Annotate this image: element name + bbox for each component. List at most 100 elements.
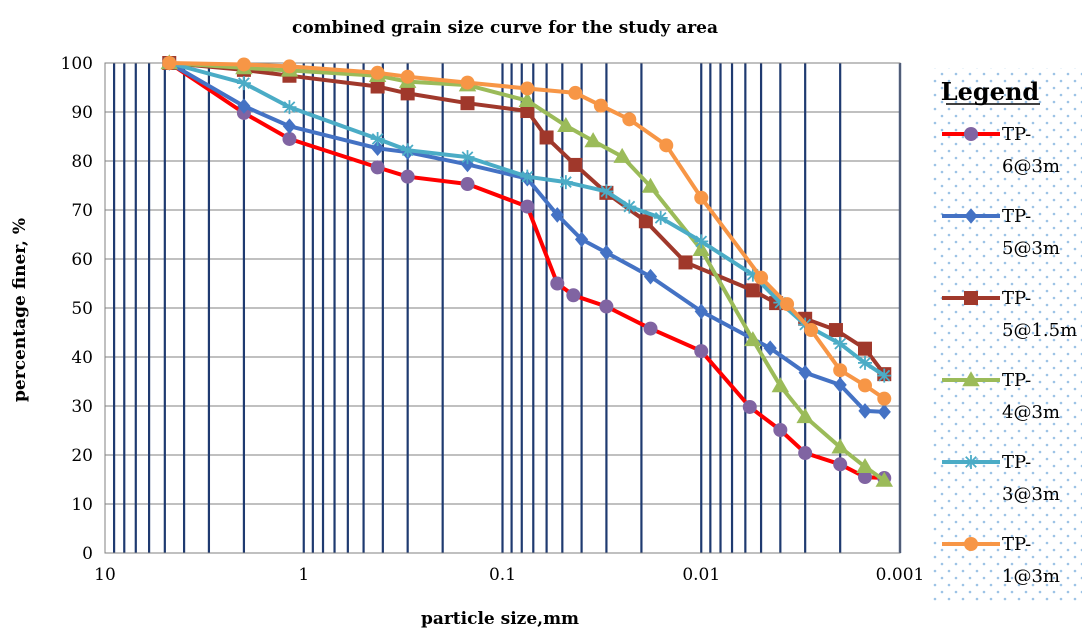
data-point xyxy=(638,214,653,229)
legend-swatch-marker xyxy=(962,371,980,387)
data-point xyxy=(593,98,608,113)
data-point xyxy=(858,470,873,485)
legend-background xyxy=(932,68,1082,604)
series-layer xyxy=(160,54,894,487)
data-point xyxy=(550,207,564,223)
data-point xyxy=(370,160,385,175)
legend-label: 6@3m xyxy=(1002,156,1060,177)
data-point xyxy=(641,177,660,193)
data-point xyxy=(460,96,475,111)
chart-title: combined grain size curve for the study … xyxy=(292,18,718,38)
legend-swatch-marker xyxy=(964,537,978,551)
y-tick-label: 50 xyxy=(71,299,93,319)
legend-title: Legend xyxy=(941,77,1040,106)
legend-item-tp-4-3m: TP- 4@3m xyxy=(942,370,1060,423)
data-point xyxy=(520,104,535,119)
legend-item-tp-1-3m: TP- 1@3m xyxy=(942,534,1060,587)
plot-area-frame xyxy=(104,62,901,554)
data-point xyxy=(833,377,847,393)
legend-label: 4@3m xyxy=(1002,402,1060,423)
legend-label: 5@3m xyxy=(1002,238,1060,259)
x-tick-label: 0.01 xyxy=(682,565,720,585)
data-point xyxy=(742,399,757,414)
x-tick-label: 1 xyxy=(298,565,309,585)
data-point xyxy=(773,423,788,438)
data-point xyxy=(613,147,631,163)
series-line-tp-4-3m xyxy=(169,61,886,483)
y-axis-ticks: 0 10 20 30 40 50 60 70 80 90 100 xyxy=(61,54,93,564)
x-tick-label: 0.001 xyxy=(876,565,925,585)
data-point xyxy=(796,408,814,424)
y-tick-label: 80 xyxy=(71,152,93,172)
legend-label: TP- xyxy=(1002,370,1031,391)
legend-swatch-marker xyxy=(964,208,978,224)
data-point xyxy=(875,471,894,487)
data-point xyxy=(370,131,385,146)
series-line-tp-1-3m xyxy=(169,61,886,401)
data-point xyxy=(877,391,892,406)
data-point xyxy=(692,240,710,256)
data-point xyxy=(400,69,415,84)
data-point xyxy=(282,131,297,146)
data-point xyxy=(558,175,573,190)
series-tp-5-3m xyxy=(162,55,891,420)
data-point xyxy=(858,378,873,393)
y-tick-label: 100 xyxy=(61,54,93,74)
x-axis-ticks: 10 1 0.1 0.01 0.001 xyxy=(94,565,924,585)
y-tick-label: 70 xyxy=(71,201,93,221)
data-point xyxy=(460,150,475,165)
legend-swatch-marker xyxy=(964,127,978,141)
data-point xyxy=(877,404,891,420)
data-point xyxy=(622,112,637,127)
data-point xyxy=(282,118,297,135)
data-point xyxy=(282,100,297,115)
data-point xyxy=(856,458,874,474)
legend-items: TP-6@3m TP- 5@3m TP- 5@1.5m TP- 4@3m TP-3@3m TP-… xyxy=(942,124,1077,587)
data-point xyxy=(858,403,872,419)
y-tick-label: 10 xyxy=(71,495,93,515)
data-point xyxy=(798,446,813,461)
data-point xyxy=(694,234,709,249)
data-point xyxy=(780,297,795,312)
legend-label: TP- xyxy=(1002,206,1031,227)
data-point xyxy=(371,140,385,157)
data-point xyxy=(370,79,385,94)
data-point xyxy=(539,130,554,145)
y-tick-label: 90 xyxy=(71,103,93,123)
legend-label: TP- xyxy=(1002,534,1031,555)
data-point xyxy=(694,303,708,320)
data-point xyxy=(622,199,637,214)
data-point xyxy=(754,270,769,285)
data-point xyxy=(653,210,668,225)
data-point xyxy=(833,457,848,472)
legend-label: 1@3m xyxy=(1002,566,1060,587)
data-point xyxy=(400,169,415,184)
legend-label: 5@1.5m xyxy=(1002,320,1077,341)
data-point xyxy=(520,199,535,214)
x-axis-title: particle size,mm xyxy=(421,609,579,629)
data-point xyxy=(400,143,415,158)
data-point xyxy=(566,288,581,303)
data-point xyxy=(518,91,537,108)
data-point xyxy=(599,184,614,199)
x-tick-label: 0.1 xyxy=(489,565,516,585)
data-point xyxy=(745,267,760,282)
data-point xyxy=(460,75,475,90)
legend-item-tp-3-3m: TP- 3@3m xyxy=(942,452,1060,505)
series-line-tp-6-3m xyxy=(168,61,885,480)
data-point xyxy=(282,59,297,74)
data-point xyxy=(568,85,583,100)
legend-item-tp-6-3m: TP- 6@3m xyxy=(942,124,1060,177)
data-point xyxy=(877,368,892,383)
data-point xyxy=(584,132,602,148)
y-tick-label: 40 xyxy=(71,348,93,368)
legend-swatch-marker xyxy=(964,291,978,305)
data-point xyxy=(771,377,790,393)
data-point xyxy=(460,156,475,173)
data-point xyxy=(237,98,251,114)
x-tick-label: 10 xyxy=(94,565,116,585)
data-point xyxy=(599,244,614,261)
data-point xyxy=(858,355,873,370)
data-point xyxy=(745,283,760,298)
